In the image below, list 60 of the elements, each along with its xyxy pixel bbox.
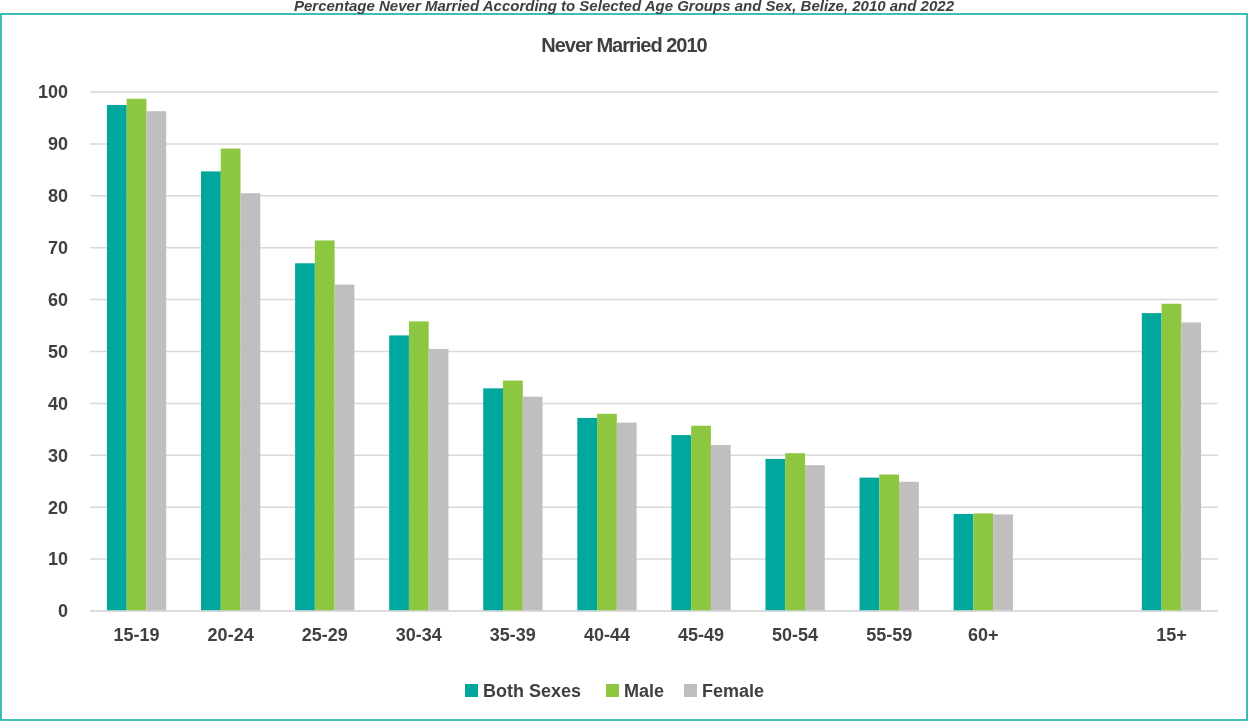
bar [953,513,974,611]
x-tick-label: 35-39 [489,625,536,645]
x-tick-label: 45-49 [678,625,725,645]
x-tick-label: 50-54 [772,625,819,645]
legend-label: Male [624,681,665,702]
y-tick-label: 40 [47,393,68,414]
x-tick-label: 55-59 [866,625,913,645]
bar [126,98,147,611]
x-tick-label: 15+ [1156,625,1187,645]
x-tick-label: 60+ [968,625,999,645]
bar [106,104,127,611]
bar [334,284,355,611]
y-tick-label: 10 [47,549,68,570]
bar [577,417,598,611]
x-tick-label: 15-19 [113,625,160,645]
bar [240,193,261,611]
x-tick-label: 30-34 [395,625,442,645]
bar [710,444,731,611]
y-tick-label: 20 [47,497,68,518]
bar [597,413,617,611]
bar [295,263,315,611]
bar [805,465,825,611]
bar [503,380,523,611]
bar [389,335,409,611]
x-tick-label: 20-24 [207,625,254,645]
x-tick-label: 40-44 [583,625,630,645]
y-tick-label: 90 [47,134,68,155]
chart-title: Never Married 2010 [541,34,708,56]
y-tick-label: 60 [47,289,68,310]
bar [879,474,900,611]
y-tick-label: 50 [47,341,68,362]
bar [522,396,543,611]
bar [973,513,994,611]
y-tick-label: 30 [47,445,68,466]
bar [483,388,503,611]
bar [1161,303,1182,611]
bar [146,111,167,611]
bar [899,481,919,611]
bar [616,422,637,611]
bar [220,148,241,611]
y-tick-label: 70 [47,238,68,258]
bar [785,453,805,611]
bar [428,348,449,611]
bar [408,321,429,611]
legend-label: Female [702,681,765,702]
bar [671,435,692,611]
bar [691,425,711,611]
bar [765,458,786,611]
bar [993,514,1013,611]
x-tick-label: 25-29 [301,625,348,645]
bar [314,240,335,611]
y-tick-label: 0 [57,601,68,622]
bar [1181,322,1202,611]
y-tick-label: 80 [47,186,68,207]
bar [859,477,880,611]
bar [201,171,221,611]
bar [1141,313,1162,611]
text: Percentage Never Married According to Selected Age Groups and Sex, Belize, 2010 and 2022 [294,0,955,14]
legend-label: Both Sexes [483,681,582,702]
y-tick-label: 100 [37,82,68,103]
